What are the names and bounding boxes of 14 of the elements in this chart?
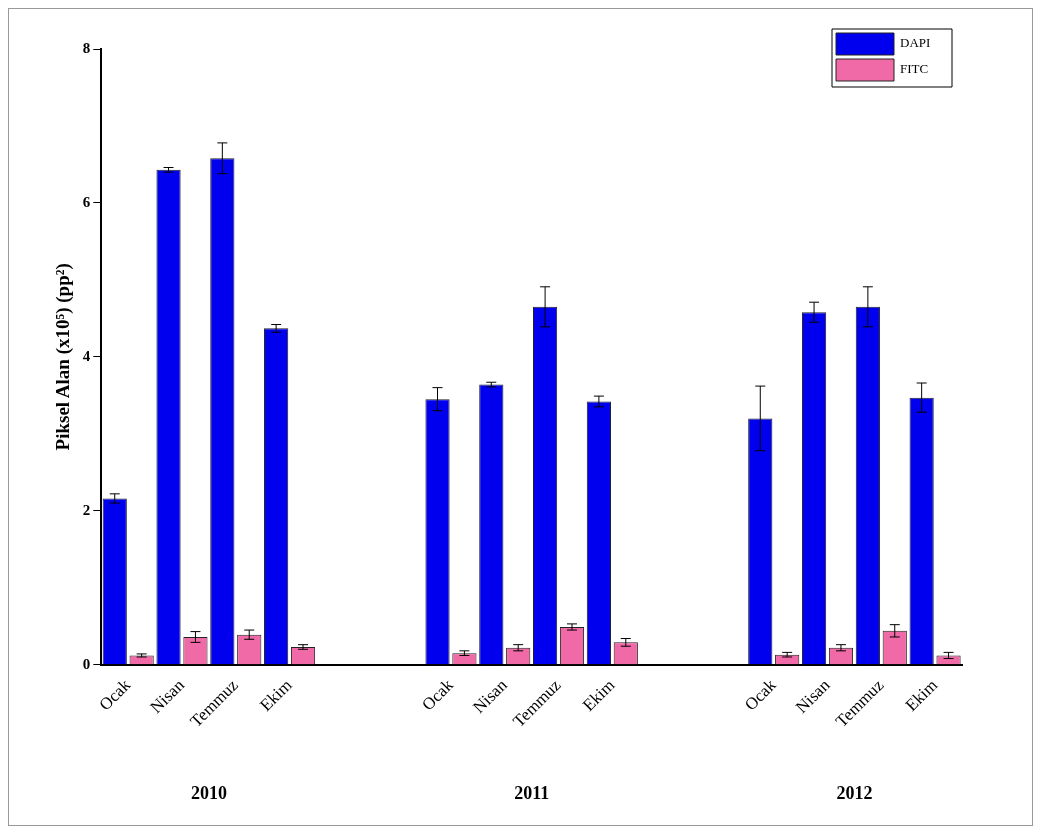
y-tick-label: 0 <box>82 655 91 672</box>
text: 2010 <box>190 783 227 804</box>
legend-label: FITC <box>900 61 929 77</box>
y-tick-label: 2 <box>82 501 91 518</box>
x-tick-label: Ocak <box>95 675 135 715</box>
y-tick-label: 8 <box>82 39 91 56</box>
x-tick-label: Ocak <box>740 675 781 715</box>
text: 2011 <box>514 783 550 804</box>
text: 2012 <box>836 783 873 804</box>
y-tick-label: 6 <box>82 193 91 210</box>
x-tick-label: Ocak <box>418 675 458 715</box>
legend-label: DAPI <box>900 35 931 51</box>
y-axis-title: Piksel Alan (x10⁵) (pp²) <box>52 263 75 451</box>
y-tick-label: 4 <box>82 347 91 364</box>
